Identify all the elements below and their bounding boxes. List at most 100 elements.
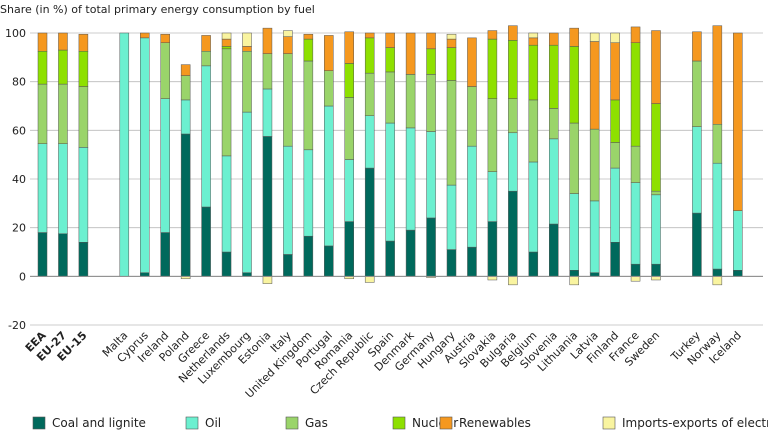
bar-bulgaria-coal-and-lignite [508, 190, 518, 277]
bar-eu-15-renewables [78, 33, 89, 52]
bar-hungary-imports-exports-of-electricity [446, 33, 457, 40]
bar-germany-nuclear [426, 48, 436, 75]
legend-label-renewables: Renewables [459, 416, 531, 430]
bar-spain-coal-and-lignite [385, 240, 395, 277]
bar-greece-oil [201, 65, 211, 208]
bar-norway-gas [712, 124, 723, 164]
legend-swatch-imports-exports-of-electricity [602, 416, 616, 430]
bar-eea-coal-and-lignite [37, 232, 48, 277]
bar-belgium-gas [528, 99, 539, 163]
bar-germany-oil [426, 131, 436, 219]
bar-bulgaria-imports-exports-of-electricity [508, 276, 518, 286]
bar-luxembourg-imports-exports-of-electricity [242, 32, 252, 47]
legend-swatch-oil [185, 416, 199, 430]
bar-netherlands-oil [221, 155, 232, 253]
y-tick-label: 100 [5, 27, 26, 40]
bar-norway-coal-and-lignite [712, 268, 723, 277]
bar-norway-oil [712, 162, 723, 270]
bar-poland-oil [180, 99, 191, 135]
bar-lithuania-oil [569, 193, 579, 271]
bar-sweden-oil [651, 194, 661, 265]
bar-portugal-gas [324, 70, 334, 107]
bar-bulgaria-gas [508, 98, 518, 134]
y-tick-label: -20 [8, 319, 26, 332]
bar-latvia-imports-exports-of-electricity [589, 32, 600, 42]
bar-germany-coal-and-lignite [426, 217, 436, 277]
bar-eu-15-coal-and-lignite [78, 242, 89, 277]
bar-slovenia-nuclear [549, 44, 559, 109]
bar-denmark-gas [405, 74, 416, 129]
bar-hungary-oil [446, 184, 457, 250]
legend-label-imports-exports-of-electricity: Imports-exports of electricity [622, 416, 768, 430]
bar-luxembourg-renewables [242, 46, 252, 52]
bar-germany-gas [426, 74, 436, 132]
bar-czech-republic-renewables [364, 32, 375, 39]
y-tick-label: 40 [12, 173, 26, 186]
bar-luxembourg-oil [242, 111, 252, 273]
bar-italy-gas [283, 53, 293, 147]
bar-romania-coal-and-lignite [344, 221, 354, 277]
bar-sweden-imports-exports-of-electricity [651, 276, 661, 281]
bar-denmark-oil [405, 127, 416, 231]
bar-greece-coal-and-lignite [201, 206, 211, 277]
bar-netherlands-nuclear [221, 46, 232, 50]
bar-norway-imports-exports-of-electricity [712, 276, 723, 286]
bar-france-nuclear [630, 42, 641, 147]
bar-spain-renewables [385, 32, 395, 48]
bar-finland-coal-and-lignite [610, 242, 620, 277]
bar-ireland-renewables [160, 33, 170, 43]
bar-romania-gas [344, 97, 354, 160]
bar-latvia-gas [589, 128, 600, 202]
bar-estonia-gas [262, 53, 273, 90]
bar-united-kingdom-nuclear [303, 38, 314, 62]
bar-denmark-coal-and-lignite [405, 229, 416, 277]
bar-eu-27-renewables [58, 32, 68, 51]
bar-turkey-coal-and-lignite [692, 212, 702, 277]
y-tick-label: 20 [12, 222, 26, 235]
bar-turkey-renewables [692, 31, 702, 62]
bar-eu-27-oil [58, 143, 68, 234]
bar-spain-oil [385, 122, 395, 242]
bar-finland-imports-exports-of-electricity [610, 32, 620, 43]
bar-italy-oil [283, 145, 293, 255]
bar-france-imports-exports-of-electricity [630, 276, 641, 282]
bar-lithuania-nuclear [569, 46, 579, 124]
bar-finland-renewables [610, 42, 620, 101]
bar-cyprus-oil [140, 37, 150, 273]
bar-netherlands-coal-and-lignite [221, 251, 232, 277]
bar-ireland-coal-and-lignite [160, 232, 170, 277]
bar-slovakia-imports-exports-of-electricity [487, 276, 498, 281]
bar-united-kingdom-gas [303, 60, 314, 151]
bar-austria-gas [467, 86, 477, 147]
bar-eea-renewables [37, 32, 48, 52]
bar-lithuania-coal-and-lignite [569, 270, 579, 277]
bar-belgium-oil [528, 161, 539, 253]
bar-latvia-oil [589, 200, 600, 273]
bar-united-kingdom-renewables [303, 33, 314, 40]
bar-sweden-gas [651, 190, 661, 196]
bar-latvia-coal-and-lignite [589, 272, 600, 277]
bar-portugal-coal-and-lignite [324, 245, 334, 277]
bar-belgium-imports-exports-of-electricity [528, 32, 539, 39]
bar-eu-15-nuclear [78, 51, 89, 87]
bar-austria-renewables [467, 37, 477, 87]
bar-netherlands-renewables [221, 38, 232, 47]
bar-netherlands-imports-exports-of-electricity [221, 32, 232, 40]
bar-hungary-gas [446, 80, 457, 186]
legend: Coal and lignite Oil Gas Nuclear Renewables I… [32, 416, 768, 430]
bar-eu-27-nuclear [58, 49, 68, 85]
bar-romania-renewables [344, 31, 354, 64]
bar-netherlands-gas [221, 48, 232, 157]
bar-slovenia-oil [549, 138, 559, 225]
bar-slovakia-gas [487, 98, 498, 172]
bar-slovakia-nuclear [487, 38, 498, 99]
bar-italy-coal-and-lignite [283, 254, 293, 277]
bar-slovakia-coal-and-lignite [487, 221, 498, 277]
bar-eea-nuclear [37, 51, 48, 85]
y-tick-labels: -20 0 20 40 60 80 100 [5, 27, 26, 332]
bar-turkey-oil [692, 126, 702, 214]
bar-lithuania-renewables [569, 27, 579, 47]
bars [37, 25, 743, 286]
